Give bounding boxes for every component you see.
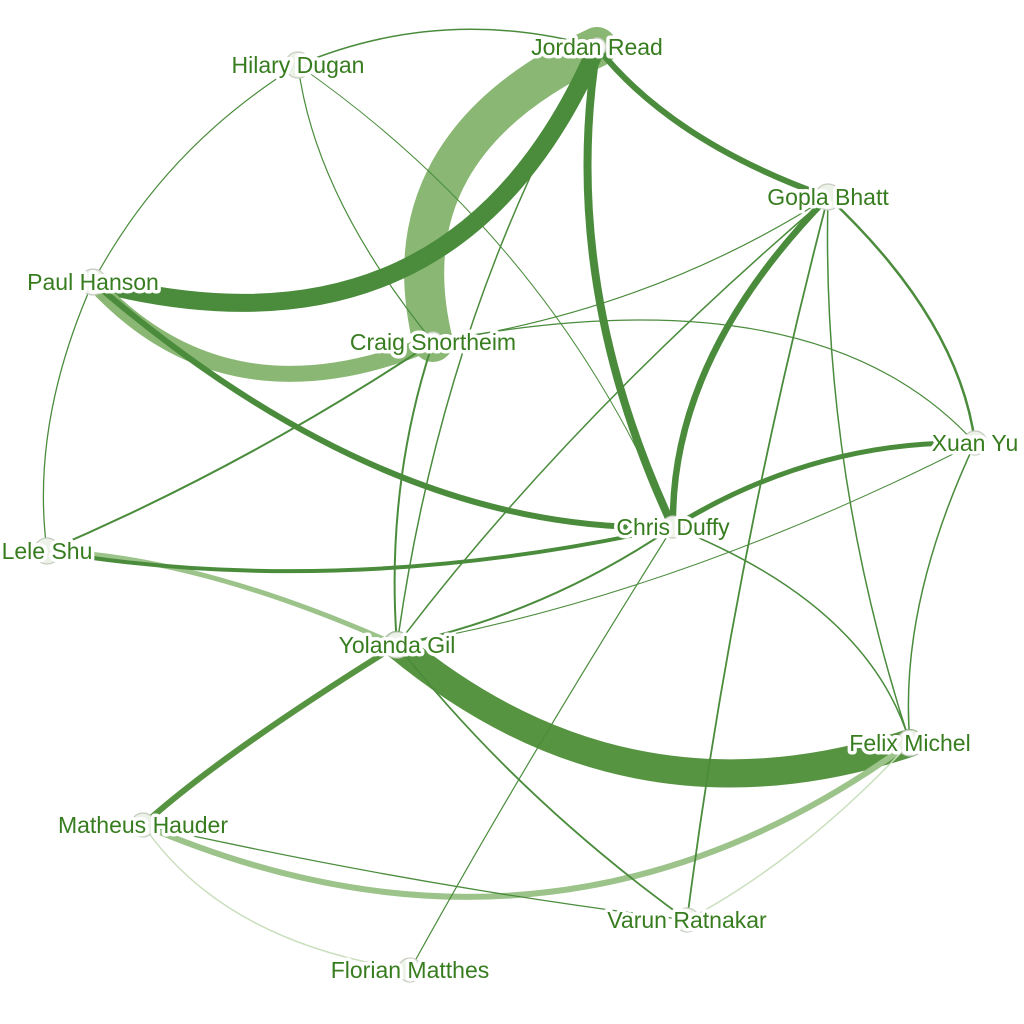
edge-lele-shu--chris-duffy[interactable] — [45, 525, 675, 574]
node-hilary-dugan[interactable] — [284, 51, 312, 79]
edge-jordan-read--craig-snortheim[interactable] — [404, 27, 617, 362]
node-craig-snortheim[interactable] — [422, 331, 444, 353]
node-gopla-bhatt[interactable] — [814, 183, 842, 211]
edge-matheus-hauder--yolanda-gil[interactable] — [140, 642, 400, 828]
edge-chris-duffy--yolanda-gil[interactable] — [396, 526, 674, 646]
edge-chris-duffy--felix-michel[interactable] — [672, 526, 911, 744]
edge-paul-hanson--chris-duffy[interactable] — [90, 279, 676, 531]
edge-gopla-bhatt--xuan-yu[interactable] — [826, 195, 977, 445]
edge-craig-snortheim--yolanda-gil[interactable] — [393, 341, 434, 646]
node-paul-hanson[interactable] — [79, 268, 107, 296]
edge-craig-snortheim--xuan-yu[interactable] — [432, 319, 976, 444]
edge-paul-hanson--lele-shu[interactable] — [42, 281, 94, 552]
node-jordan-read[interactable] — [587, 37, 607, 57]
labels-layer: Jordan Read Hilary Dugan Gopla Bhatt Paul H… — [0, 31, 1022, 987]
node-label-jordan-read[interactable]: Jordan Read — [528, 31, 667, 64]
node-felix-michel[interactable] — [896, 729, 924, 757]
node-label-florian-matthes[interactable]: Florian Matthes — [327, 954, 493, 987]
edge-gopla-bhatt--yolanda-gil[interactable] — [396, 196, 829, 646]
node-matheus-hauder[interactable] — [130, 812, 156, 838]
node-label-gopla-bhatt[interactable]: Gopla Bhatt — [764, 181, 893, 214]
node-label-lele-shu[interactable]: Lele Shu — [0, 535, 96, 568]
node-florian-matthes[interactable] — [397, 957, 423, 983]
edge-gopla-bhatt--chris-duffy[interactable] — [669, 193, 832, 531]
edge-xuan-yu--yolanda-gil[interactable] — [396, 442, 976, 646]
node-label-hilary-dugan[interactable]: Hilary Dugan — [228, 49, 368, 82]
node-label-felix-michel[interactable]: Felix Michel — [846, 727, 974, 760]
node-label-yolanda-gil[interactable]: Yolanda Gil — [335, 629, 459, 662]
edge-chris-duffy--xuan-yu[interactable] — [670, 440, 978, 530]
edge-matheus-hauder--felix-michel[interactable] — [140, 740, 913, 900]
node-chris-duffy[interactable] — [661, 515, 685, 539]
edge-jordan-read--chris-duffy[interactable] — [583, 43, 677, 531]
node-label-paul-hanson[interactable]: Paul Hanson — [24, 266, 163, 299]
node-xuan-yu[interactable] — [962, 430, 988, 456]
edges-layer — [42, 27, 978, 971]
edge-yolanda-gil--felix-michel[interactable] — [383, 631, 924, 788]
node-varun-ratnakar[interactable] — [674, 907, 700, 933]
edge-chris-duffy--florian-matthes[interactable] — [409, 526, 674, 971]
edge-xuan-yu--felix-michel[interactable] — [907, 442, 976, 744]
node-label-matheus-hauder[interactable]: Matheus Hauder — [54, 809, 231, 842]
node-label-chris-duffy[interactable]: Chris Duffy — [613, 511, 734, 544]
node-label-varun-ratnakar[interactable]: Varun Ratnakar — [604, 904, 771, 937]
edge-craig-snortheim--lele-shu[interactable] — [46, 341, 434, 552]
node-yolanda-gil[interactable] — [383, 631, 411, 659]
node-lele-shu[interactable] — [33, 537, 61, 565]
node-label-xuan-yu[interactable]: Xuan Yu — [928, 427, 1022, 460]
edge-jordan-read--yolanda-gil[interactable] — [396, 46, 598, 646]
edge-hilary-dugan--jordan-read[interactable] — [297, 28, 598, 66]
edge-matheus-hauder--florian-matthes[interactable] — [142, 824, 411, 971]
edge-matheus-hauder--varun-ratnakar[interactable] — [142, 824, 688, 921]
nodes-layer — [33, 37, 988, 983]
edge-hilary-dugan--paul-hanson[interactable] — [92, 64, 299, 283]
node-label-craig-snortheim[interactable]: Craig Snortheim — [346, 326, 519, 359]
edge-lele-shu--yolanda-gil[interactable] — [44, 548, 400, 648]
edge-hilary-dugan--chris-duffy[interactable] — [297, 64, 674, 528]
edge-hilary-dugan--craig-snortheim[interactable] — [297, 64, 434, 343]
edge-jordan-read--gopla-bhatt[interactable] — [594, 44, 831, 200]
edge-yolanda-gil--varun-ratnakar[interactable] — [396, 644, 688, 921]
edge-gopla-bhatt--felix-michel[interactable] — [826, 196, 911, 744]
edge-felix-michel--varun-ratnakar[interactable] — [686, 742, 911, 921]
